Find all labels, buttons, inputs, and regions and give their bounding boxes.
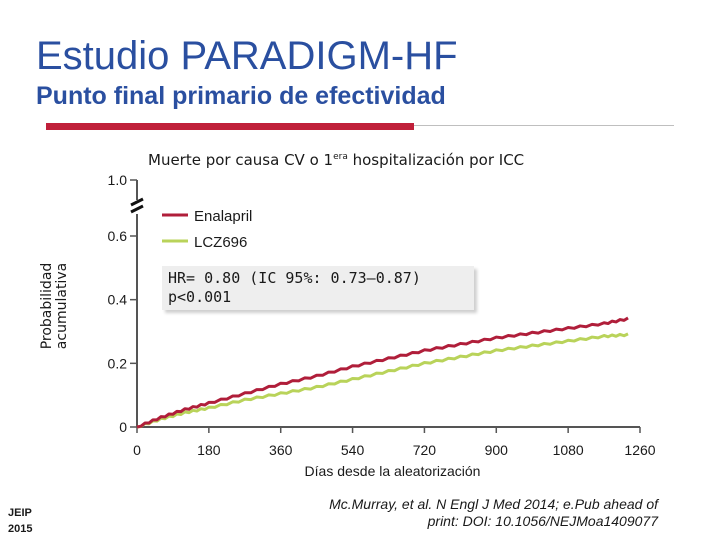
citation-line1: Mc.Murray, et al. N Engl J Med 2014; e.P… — [329, 496, 658, 512]
y-tick-label: 0.2 — [108, 355, 128, 371]
slide-title: Estudio PARADIGM-HF — [36, 34, 458, 78]
legend-label: LCZ696 — [194, 234, 247, 251]
journal-label-line2: 2015 — [8, 523, 33, 535]
series-line-enalapril — [136, 316, 629, 429]
chart-title: Muerte por causa CV o 1era hospitalizaci… — [148, 151, 524, 169]
series-line-lcz696 — [136, 332, 629, 429]
x-tick-label: 0 — [133, 442, 141, 458]
x-axis-label: Días desde la aleatorización — [305, 463, 481, 479]
axis-break-mark — [130, 197, 144, 207]
x-tick-label: 900 — [485, 442, 509, 458]
chart-title-rest: hospitalización por ICC — [347, 151, 525, 169]
legend-label: Enalapril — [194, 208, 252, 225]
axis-break-mark — [130, 204, 144, 214]
hazard-ratio-box: HR= 0.80 (IC 95%: 0.73–0.87) p<0.001 — [162, 266, 474, 310]
y-tick-label: 0.6 — [108, 228, 128, 244]
slide-subtitle: Punto final primario de efectividad — [36, 82, 446, 110]
y-tick-label: 0.4 — [108, 292, 128, 308]
journal-label: JEIP 2015 — [8, 505, 32, 537]
y-tick-label: 1.0 — [108, 172, 128, 188]
x-tick-label: 1080 — [553, 442, 584, 458]
journal-label-line1: JEIP — [8, 507, 32, 519]
x-tick-label: 720 — [413, 442, 437, 458]
x-tick-label: 1260 — [624, 442, 655, 458]
chart-title-sup: era — [333, 152, 348, 162]
y-tick-label: 0 — [119, 419, 127, 435]
x-tick-label: 180 — [197, 442, 221, 458]
x-tick-label: 360 — [269, 442, 293, 458]
hazard-ratio-text: HR= 0.80 (IC 95%: 0.73–0.87) — [168, 269, 421, 287]
x-tick-label: 540 — [341, 442, 365, 458]
citation: Mc.Murray, et al. N Engl J Med 2014; e.P… — [270, 496, 658, 530]
citation-line2: print: DOI: 10.1056/NEJMoa1409077 — [427, 513, 658, 529]
chart-title-main: Muerte por causa CV o 1 — [148, 151, 334, 169]
p-value-text: p<0.001 — [168, 288, 232, 306]
accent-bar — [46, 123, 414, 130]
